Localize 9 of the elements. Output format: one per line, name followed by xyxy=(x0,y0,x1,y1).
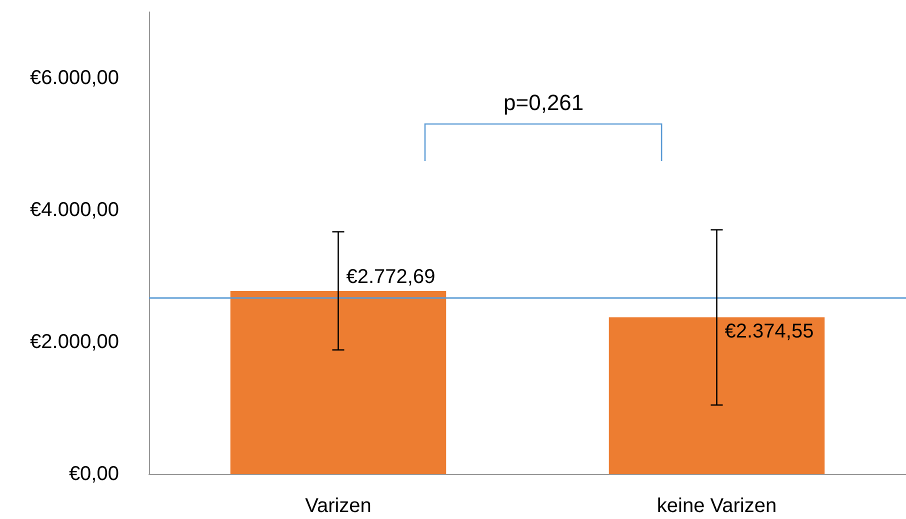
y-tick-label: €2.000,00 xyxy=(30,331,119,353)
y-tick-label: €0,00 xyxy=(68,463,119,485)
data-label: €2.772,69 xyxy=(346,266,436,288)
x-tick-label: keine Varizen xyxy=(656,495,777,517)
x-tick-label: Varizen xyxy=(305,495,372,517)
y-tick-label: €6.000,00 xyxy=(30,67,119,89)
data-label: €2.374,55 xyxy=(724,320,814,342)
y-tick-label: €4.000,00 xyxy=(30,199,119,221)
annotation: p=0,261 xyxy=(504,90,584,116)
